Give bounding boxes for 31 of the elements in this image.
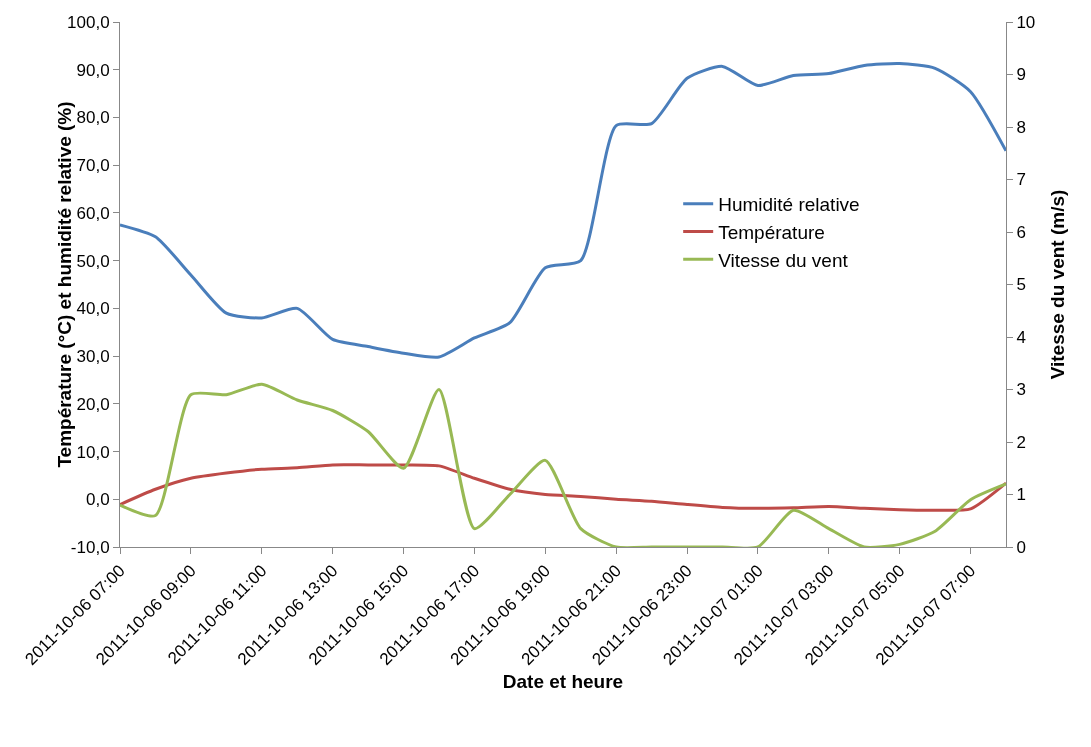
x-axis-title: Date et heure xyxy=(502,670,624,692)
y2-axis-title: Vitesse du vent (m/s) xyxy=(1046,189,1068,380)
y2-tick-label: 7 xyxy=(1016,170,1026,190)
y-tick-label: 10,0 xyxy=(76,442,110,462)
legend-label: Humidité relative xyxy=(718,194,860,216)
y-axis-title: Température (°C) et humidité relative (%) xyxy=(53,101,75,468)
y2-tick-label: 2 xyxy=(1016,432,1026,452)
y-tick-label: 80,0 xyxy=(76,108,110,128)
y2-tick-label: 4 xyxy=(1016,327,1026,347)
y-tick-label: 40,0 xyxy=(76,299,110,319)
y-tick-label: 0,0 xyxy=(85,490,110,510)
y2-tick-label: 1 xyxy=(1016,485,1026,505)
line-series xyxy=(120,62,1006,359)
y-tick-label: 30,0 xyxy=(76,347,110,367)
y2-tick-label: 10 xyxy=(1016,12,1036,32)
y-tick-label: 100,0 xyxy=(67,12,110,32)
y-tick-label: 90,0 xyxy=(76,60,110,80)
y2-tick-label: 6 xyxy=(1016,222,1026,242)
y2-tick-label: 5 xyxy=(1016,275,1026,295)
y-tick-label: 70,0 xyxy=(76,156,110,176)
y2-tick-label: 9 xyxy=(1016,65,1026,85)
y-tick-label: 50,0 xyxy=(76,251,110,271)
y2-tick-label: 8 xyxy=(1016,117,1026,137)
y2-tick-label: 3 xyxy=(1016,380,1026,400)
y-tick-label: -10,0 xyxy=(70,537,110,557)
line-series xyxy=(120,463,1006,512)
y-tick-label: 60,0 xyxy=(76,203,110,223)
y2-tick-label: 0 xyxy=(1016,537,1026,557)
legend-label: Température xyxy=(718,221,825,243)
y-tick-label: 20,0 xyxy=(76,394,110,414)
legend-label: Vitesse du vent xyxy=(718,249,849,271)
